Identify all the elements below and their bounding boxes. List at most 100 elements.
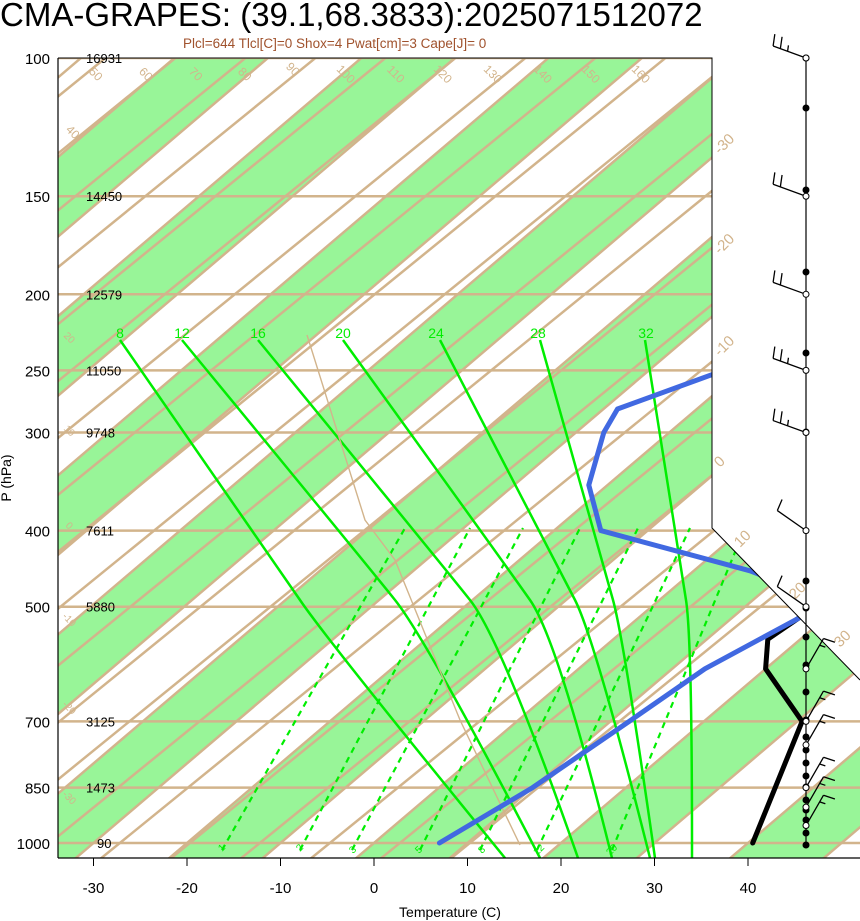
wind-barb-origin: [802, 54, 810, 62]
pressure-tick-label: 700: [25, 714, 50, 731]
moist-adiabat-label: 12: [174, 325, 190, 341]
wind-level-dot: [802, 268, 810, 276]
isotherm-label: -10: [711, 332, 738, 359]
isotherm-line: [58, 58, 860, 858]
height-label: 3125: [86, 714, 115, 729]
dry-adiabat: [58, 58, 411, 858]
height-label: 11050: [86, 363, 121, 378]
wind-barb-origin: [802, 717, 810, 725]
wind-barb: [805, 756, 825, 788]
pressure-tick-label: 850: [25, 781, 50, 798]
x-tick-label: -30: [83, 880, 105, 897]
moist-adiabat-label: 20: [335, 325, 351, 341]
moist-adiabat: [643, 339, 694, 858]
pressure-tick-label: 300: [25, 426, 50, 443]
wind-barb: [776, 510, 807, 532]
wind-barb-halfflag: [819, 801, 826, 805]
wind-barb-flag: [779, 349, 783, 362]
dry-adiabat: [58, 58, 621, 858]
height-label: 14450: [86, 189, 122, 204]
wind-barb-flag: [823, 690, 836, 696]
wind-barb-flag: [772, 408, 776, 421]
wind-barb-origin: [802, 527, 810, 535]
mixing-ratio-line: [351, 527, 524, 851]
wind-barb-flag: [772, 346, 776, 359]
dry-adiabat: [58, 58, 341, 858]
isotherm-band: [58, 58, 666, 858]
height-label: 7611: [86, 524, 114, 539]
wind-barb-flag: [779, 411, 783, 424]
moist-adiabat: [538, 339, 657, 858]
wind-barb-flag: [823, 713, 836, 719]
dewpoint-curve: [436, 58, 860, 846]
wind-barb: [805, 690, 825, 722]
wind-level-dot: [802, 772, 810, 780]
wind-barb-flag: [772, 34, 776, 47]
x-tick-label: 30: [646, 880, 663, 897]
dry-adiabat: [76, 58, 860, 858]
wind-barb-halfflag: [819, 720, 826, 724]
plot-border: [58, 57, 860, 681]
wind-barb-origin: [802, 741, 810, 749]
wind-barb-column: [772, 34, 836, 849]
wind-barb-flag: [823, 794, 836, 800]
wind-barb-origin: [802, 603, 810, 611]
wind-barb-flag: [823, 637, 836, 643]
wind-barb: [805, 776, 825, 808]
mixing-ratio-line: [479, 527, 639, 851]
isotherm-label: -30: [711, 130, 738, 157]
isotherm-band: [519, 58, 860, 858]
theta-label: 90: [283, 59, 303, 79]
pressure-tick-label: 250: [25, 363, 50, 380]
dry-adiabat: [58, 58, 761, 858]
height-label: 90: [97, 836, 111, 851]
isotherm-line: [58, 58, 293, 858]
wind-level-dot: [802, 633, 810, 641]
wind-level-dot: [802, 759, 810, 767]
wind-level-dot: [802, 746, 810, 754]
wind-barb: [772, 357, 807, 371]
isotherm-line: [519, 58, 860, 858]
wind-barb-halfflag: [819, 763, 826, 767]
wind-barb-flag: [779, 174, 783, 187]
mixing-ratio-line: [536, 527, 691, 851]
pressure-tick-label: 400: [25, 524, 50, 541]
parcel-path: [306, 334, 521, 846]
wind-level-dot: [802, 688, 810, 696]
x-tick-label: -10: [270, 880, 292, 897]
moist-adiabat-label: 8: [116, 325, 124, 341]
mixing-ratio-line: [610, 527, 747, 851]
wind-barb-origin: [802, 784, 810, 792]
plot-area: [58, 58, 860, 858]
theta-label: 50: [86, 64, 106, 84]
dry-adiabat: [58, 58, 691, 858]
moist-adiabat: [438, 339, 652, 858]
isotherm-band: [145, 58, 860, 858]
chart-subtitle: Plcl=644 Tlcl[C]=0 Shox=4 Pwat[cm]=3 Cap…: [183, 36, 487, 51]
wind-barb-halfflag: [819, 782, 826, 786]
wind-barb-flag: [823, 776, 836, 782]
plot-frame: [57, 57, 860, 859]
isotherm-label: -20: [711, 230, 738, 257]
wind-barb-flag: [772, 270, 776, 283]
dry-adiabat: [58, 58, 831, 858]
wind-level-dot: [802, 104, 810, 112]
wind-level-dot: [802, 829, 810, 837]
wind-barb-flag: [776, 499, 783, 511]
mixing-ratio-line: [299, 527, 471, 851]
wind-barb-origin: [802, 803, 810, 811]
dry-adiabat: [356, 58, 860, 858]
isotherm-band: [58, 58, 479, 858]
moist-adiabat: [257, 339, 580, 858]
isotherm-band: [332, 58, 860, 858]
dry-adiabat: [58, 58, 271, 858]
moist-adiabat: [181, 339, 542, 858]
wind-barb-origin: [802, 665, 810, 673]
moist-adiabat-label: 32: [638, 325, 654, 341]
wind-level-dot: [802, 733, 810, 741]
x-tick-label: 0: [370, 880, 378, 897]
isotherm-label: 0: [711, 453, 729, 471]
wind-barb-flag: [776, 575, 783, 587]
wind-barb: [772, 419, 807, 434]
x-axis-label: Temperature (C): [399, 904, 501, 920]
